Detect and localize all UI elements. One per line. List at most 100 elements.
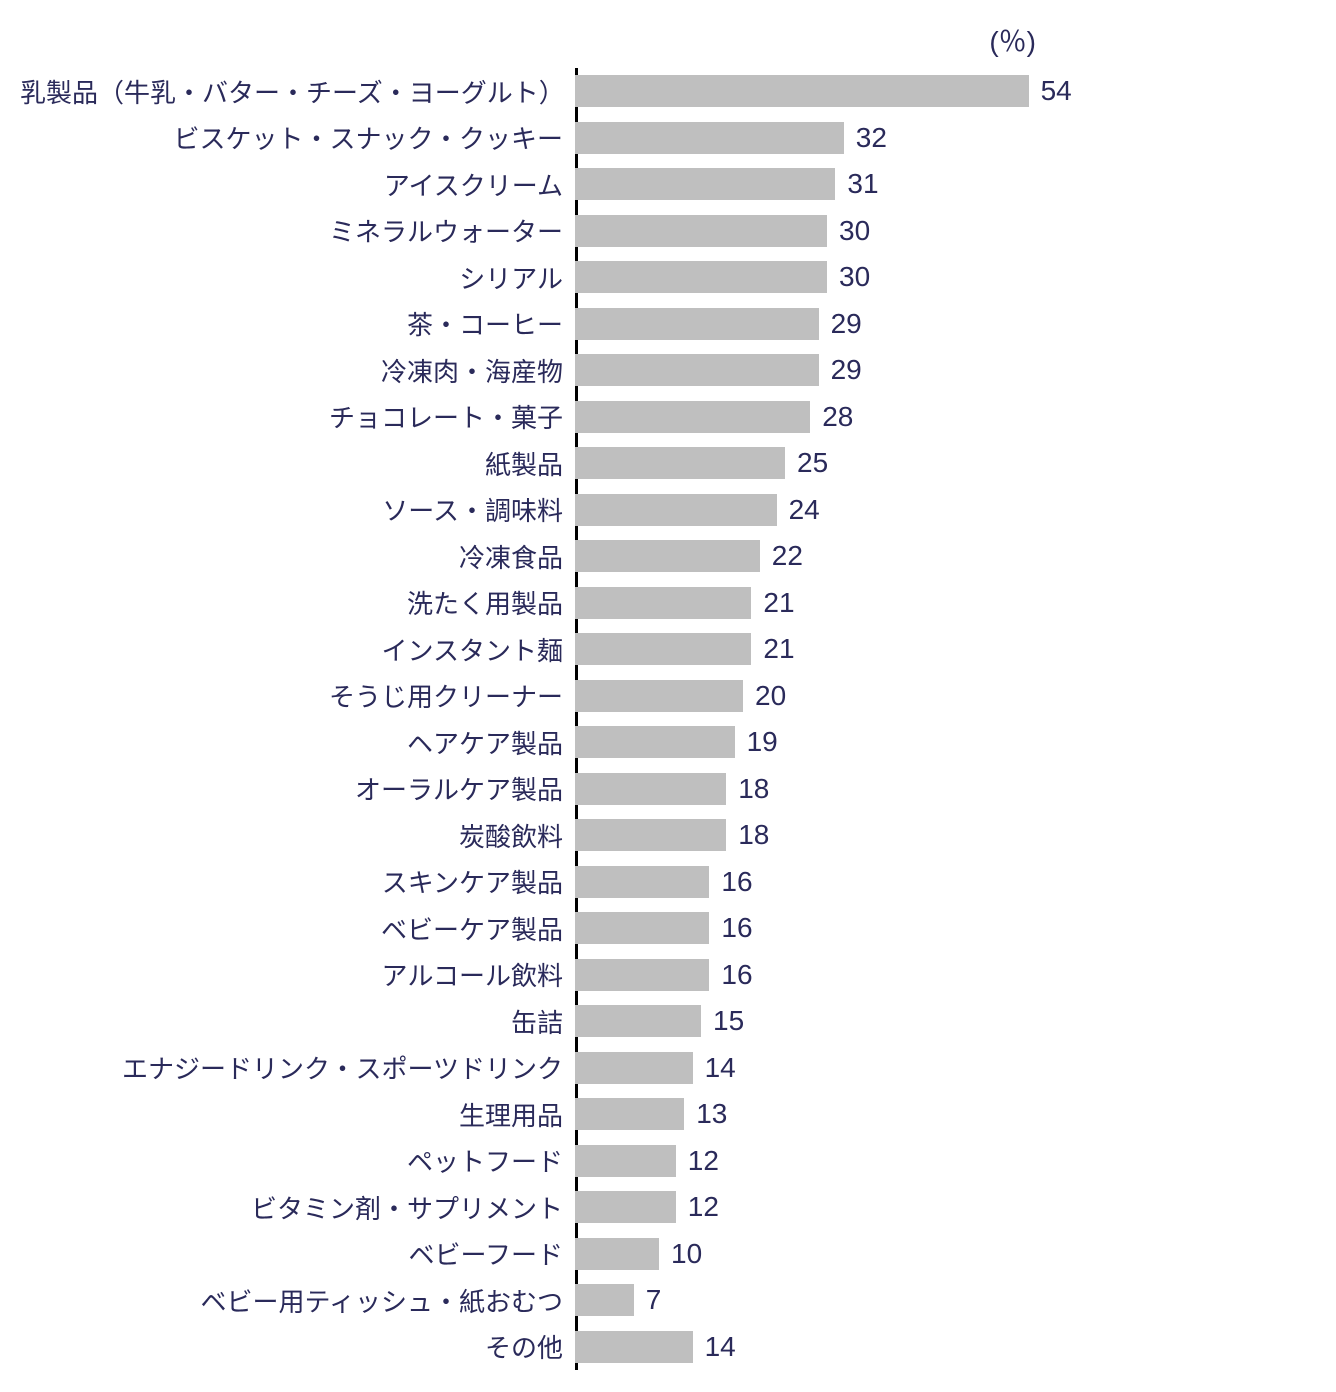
bar-fill: [575, 912, 709, 944]
bar-track: 29: [575, 301, 1316, 348]
bar-row: その他14: [20, 1324, 1316, 1371]
bar-row: オーラルケア製品18: [20, 766, 1316, 813]
bar-row: 洗たく用製品 21: [20, 580, 1316, 627]
value-label: 25: [797, 447, 828, 479]
bar-row: ミネラルウォーター30: [20, 208, 1316, 255]
category-label: 乳製品（牛乳・バター・チーズ・ヨーグルト）: [20, 73, 575, 110]
bar-track: 25: [575, 440, 1316, 487]
category-label: ビタミン剤・サプリメント: [20, 1189, 575, 1226]
bar-track: 30: [575, 254, 1316, 301]
category-label: ベビー用ティッシュ・紙おむつ: [20, 1282, 575, 1319]
bar-track: 12: [575, 1138, 1316, 1185]
bar-fill: [575, 959, 709, 991]
bar-fill: [575, 866, 709, 898]
bar-track: 31: [575, 161, 1316, 208]
value-label: 21: [763, 587, 794, 619]
value-label: 10: [671, 1238, 702, 1270]
value-label: 16: [721, 912, 752, 944]
bar-row: 紙製品25: [20, 440, 1316, 487]
category-label: チョコレート・菓子: [20, 398, 575, 435]
bar-track: 16: [575, 952, 1316, 999]
bar-fill: [575, 122, 844, 154]
bar-row: そうじ用クリーナー 20: [20, 673, 1316, 720]
value-label: 29: [831, 308, 862, 340]
bar-fill: [575, 726, 735, 758]
bar-track: 10: [575, 1231, 1316, 1278]
bar-fill: [575, 819, 726, 851]
bar-row: 乳製品（牛乳・バター・チーズ・ヨーグルト） 54: [20, 68, 1316, 115]
bar-track: 30: [575, 208, 1316, 255]
bar-row: アルコール飲料 16: [20, 952, 1316, 999]
category-label: エナジードリンク・スポーツドリンク: [20, 1049, 575, 1086]
category-label: ソース・調味料: [20, 491, 575, 528]
bar-fill: [575, 1052, 693, 1084]
category-label: ミネラルウォーター: [20, 212, 575, 249]
bar-track: 19: [575, 719, 1316, 766]
bar-fill: [575, 587, 751, 619]
bar-fill: [575, 1191, 676, 1223]
category-label: 缶詰: [20, 1003, 575, 1040]
bar-row: ベビー用ティッシュ・紙おむつ7: [20, 1277, 1316, 1324]
bar-fill: [575, 261, 827, 293]
value-label: 15: [713, 1005, 744, 1037]
value-label: 29: [831, 354, 862, 386]
value-label: 12: [688, 1145, 719, 1177]
category-label: 生理用品: [20, 1096, 575, 1133]
bar-fill: [575, 540, 760, 572]
category-label: インスタント麺: [20, 631, 575, 668]
bar-fill: [575, 1331, 693, 1363]
category-label: 炭酸飲料: [20, 817, 575, 854]
category-label: シリアル: [20, 259, 575, 296]
bar-track: 28: [575, 394, 1316, 441]
category-label: ベビーフード: [20, 1235, 575, 1272]
bar-fill: [575, 680, 743, 712]
category-label: 冷凍食品: [20, 538, 575, 575]
bar-track: 29: [575, 347, 1316, 394]
category-label: スキンケア製品: [20, 863, 575, 900]
value-label: 12: [688, 1191, 719, 1223]
bar-track: 20: [575, 673, 1316, 720]
bar-row: アイスクリーム31: [20, 161, 1316, 208]
value-label: 54: [1041, 75, 1072, 107]
bar-fill: [575, 308, 819, 340]
bar-track: 14: [575, 1324, 1316, 1371]
category-label: ベビーケア製品: [20, 910, 575, 947]
bar-row: シリアル30: [20, 254, 1316, 301]
unit-label: (％): [989, 20, 1036, 60]
bar-track: 21: [575, 626, 1316, 673]
bar-row: 缶詰 15: [20, 998, 1316, 1045]
bars-area: 乳製品（牛乳・バター・チーズ・ヨーグルト） 54 ビスケット・スナック・クッキー32…: [20, 68, 1316, 1370]
bar-fill: [575, 401, 810, 433]
value-label: 31: [847, 168, 878, 200]
bar-row: ソース・調味料24: [20, 487, 1316, 534]
category-label: ビスケット・スナック・クッキー: [20, 119, 575, 156]
bar-fill: [575, 1238, 659, 1270]
bar-fill: [575, 168, 835, 200]
bar-row: ベビーケア製品 16: [20, 905, 1316, 952]
bar-row: インスタント麺21: [20, 626, 1316, 673]
bar-track: 21: [575, 580, 1316, 627]
value-label: 18: [738, 773, 769, 805]
bar-track: 32: [575, 115, 1316, 162]
value-label: 14: [705, 1331, 736, 1363]
value-label: 16: [721, 866, 752, 898]
category-label: 洗たく用製品: [20, 584, 575, 621]
category-label: アルコール飲料: [20, 956, 575, 993]
bar-track: 18: [575, 766, 1316, 813]
bar-track: 7: [575, 1277, 1316, 1324]
bar-fill: [575, 1005, 701, 1037]
value-label: 16: [721, 959, 752, 991]
bar-row: ペットフード12: [20, 1138, 1316, 1185]
bar-row: ヘアケア製品19: [20, 719, 1316, 766]
category-label: 冷凍肉・海産物: [20, 352, 575, 389]
category-label: そうじ用クリーナー: [20, 677, 575, 714]
bar-row: チョコレート・菓子28: [20, 394, 1316, 441]
bar-row: 炭酸飲料18: [20, 812, 1316, 859]
bar-track: 54: [575, 68, 1316, 115]
bar-row: 生理用品13: [20, 1091, 1316, 1138]
value-label: 20: [755, 680, 786, 712]
bar-fill: [575, 447, 785, 479]
bar-fill: [575, 1098, 684, 1130]
bar-track: 12: [575, 1184, 1316, 1231]
category-label: 茶・コーヒー: [20, 305, 575, 342]
